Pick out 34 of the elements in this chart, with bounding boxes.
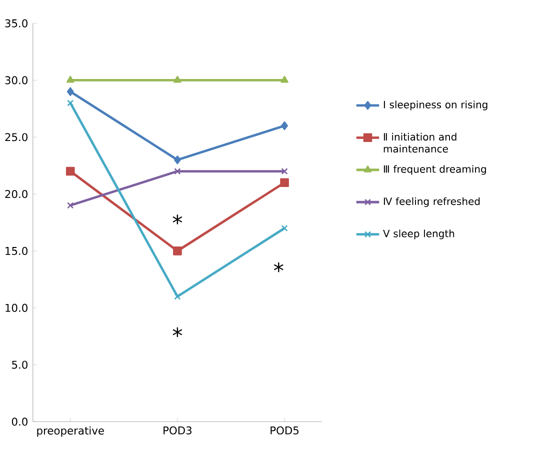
point [173,246,182,256]
legend-label: Ⅰ sleepiness on rising [384,100,488,110]
point [174,156,181,164]
point [66,76,74,83]
y-tick-label: 0.0 [12,418,28,426]
point [174,168,181,175]
y-tick-label: 10.0 [6,304,28,312]
point [67,100,74,106]
annotation: * [274,262,284,272]
x-tick-label: preoperative [37,426,104,437]
legend-label: Ⅱ initiation and maintenance [384,133,456,153]
y-tick-label: 15.0 [6,247,28,256]
annotation: * [172,327,182,338]
x-tick-label: POD3 [164,426,192,435]
point [281,122,288,130]
point [66,87,74,96]
legend-label: Ⅲ frequent dreaming [384,165,486,175]
y-tick-label: 30.0 [5,76,28,84]
point [280,76,288,83]
x-tick-label: POD5 [270,426,298,435]
point [174,293,181,300]
y-tick-label: 5.0 [12,360,28,369]
point [281,168,288,175]
legend-label: Ⅳ feeling refreshed [384,198,480,208]
y-tick-label: 25.0 [5,133,28,142]
annotation: * [172,214,182,224]
y-tick-label: 35.0 [5,19,28,28]
point [174,76,182,83]
point [280,178,289,188]
point [66,167,75,176]
legend-label: Ⅴ sleep length [383,230,454,240]
y-tick-label: 20.0 [5,190,28,198]
point [67,202,74,209]
point [281,225,288,232]
